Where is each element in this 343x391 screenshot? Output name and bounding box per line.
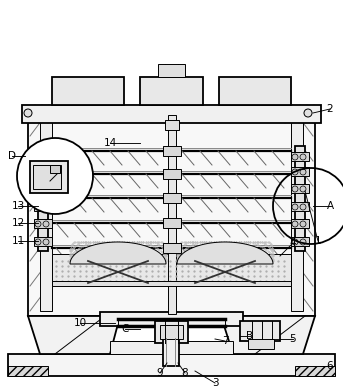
Bar bbox=[110, 341, 233, 354]
Circle shape bbox=[43, 186, 49, 192]
Bar bbox=[34, 167, 52, 176]
Bar bbox=[8, 354, 335, 376]
Text: 12: 12 bbox=[11, 218, 25, 228]
Text: 5: 5 bbox=[290, 334, 296, 344]
Circle shape bbox=[292, 204, 298, 210]
Circle shape bbox=[43, 221, 49, 227]
Circle shape bbox=[300, 169, 306, 175]
Text: 3: 3 bbox=[212, 378, 218, 388]
Text: 14: 14 bbox=[103, 138, 117, 148]
Bar bbox=[140, 77, 203, 105]
Text: C: C bbox=[121, 324, 129, 334]
Bar bbox=[168, 115, 176, 314]
Circle shape bbox=[300, 186, 306, 192]
Bar bbox=[52, 281, 291, 286]
Bar bbox=[38, 146, 48, 251]
Circle shape bbox=[24, 109, 32, 117]
Bar bbox=[34, 184, 52, 193]
Bar bbox=[163, 169, 181, 179]
Bar bbox=[160, 325, 183, 339]
Bar bbox=[118, 319, 225, 326]
Bar bbox=[30, 161, 68, 193]
Text: 11: 11 bbox=[11, 236, 25, 246]
Bar bbox=[163, 338, 179, 366]
Bar bbox=[163, 218, 181, 228]
Circle shape bbox=[43, 239, 49, 245]
Polygon shape bbox=[70, 242, 166, 264]
Text: 13: 13 bbox=[11, 201, 25, 211]
Text: D: D bbox=[8, 151, 16, 161]
Circle shape bbox=[35, 169, 41, 175]
Circle shape bbox=[35, 204, 41, 210]
Text: 10: 10 bbox=[73, 318, 86, 328]
Bar bbox=[291, 237, 309, 246]
Text: 2: 2 bbox=[327, 104, 333, 114]
Bar bbox=[219, 77, 291, 105]
Circle shape bbox=[43, 154, 49, 160]
Text: 8: 8 bbox=[182, 368, 188, 378]
Bar bbox=[52, 254, 291, 284]
Circle shape bbox=[292, 169, 298, 175]
Bar bbox=[291, 219, 309, 228]
Bar bbox=[248, 339, 274, 349]
Circle shape bbox=[35, 154, 41, 160]
Bar bbox=[165, 120, 179, 130]
Circle shape bbox=[17, 138, 93, 214]
Bar bbox=[163, 146, 181, 156]
Text: 6: 6 bbox=[327, 361, 333, 371]
Text: 7: 7 bbox=[222, 336, 228, 346]
Text: 1: 1 bbox=[315, 236, 321, 246]
Circle shape bbox=[300, 239, 306, 245]
Circle shape bbox=[292, 221, 298, 227]
Bar bbox=[8, 366, 48, 376]
Bar bbox=[40, 118, 52, 311]
Circle shape bbox=[300, 221, 306, 227]
Bar bbox=[163, 193, 181, 203]
Circle shape bbox=[292, 239, 298, 245]
Bar bbox=[291, 118, 303, 311]
Bar bbox=[158, 64, 185, 77]
Circle shape bbox=[35, 221, 41, 227]
Polygon shape bbox=[28, 316, 120, 354]
Text: B: B bbox=[246, 331, 253, 341]
Bar bbox=[291, 152, 309, 161]
Bar bbox=[33, 165, 61, 189]
Circle shape bbox=[292, 186, 298, 192]
Bar bbox=[34, 219, 52, 228]
Text: 4: 4 bbox=[290, 238, 296, 248]
Bar bbox=[291, 202, 309, 211]
Circle shape bbox=[35, 186, 41, 192]
Bar bbox=[28, 113, 315, 316]
Bar bbox=[240, 321, 280, 341]
Bar bbox=[155, 321, 188, 343]
Bar bbox=[295, 366, 335, 376]
Bar bbox=[34, 202, 52, 211]
Bar bbox=[100, 312, 243, 326]
Bar bbox=[34, 237, 52, 246]
Polygon shape bbox=[177, 242, 273, 264]
Text: 9: 9 bbox=[157, 368, 163, 378]
Circle shape bbox=[292, 154, 298, 160]
Bar bbox=[50, 165, 60, 173]
Bar bbox=[34, 152, 52, 161]
Text: A: A bbox=[327, 201, 333, 211]
Circle shape bbox=[304, 109, 312, 117]
Bar bbox=[291, 167, 309, 176]
Polygon shape bbox=[221, 316, 315, 354]
Circle shape bbox=[300, 154, 306, 160]
Circle shape bbox=[43, 204, 49, 210]
Bar bbox=[295, 146, 305, 251]
Bar bbox=[22, 105, 321, 123]
Bar bbox=[163, 243, 181, 253]
Circle shape bbox=[43, 169, 49, 175]
Circle shape bbox=[35, 239, 41, 245]
Bar bbox=[291, 184, 309, 193]
Circle shape bbox=[300, 204, 306, 210]
Bar bbox=[52, 77, 124, 105]
